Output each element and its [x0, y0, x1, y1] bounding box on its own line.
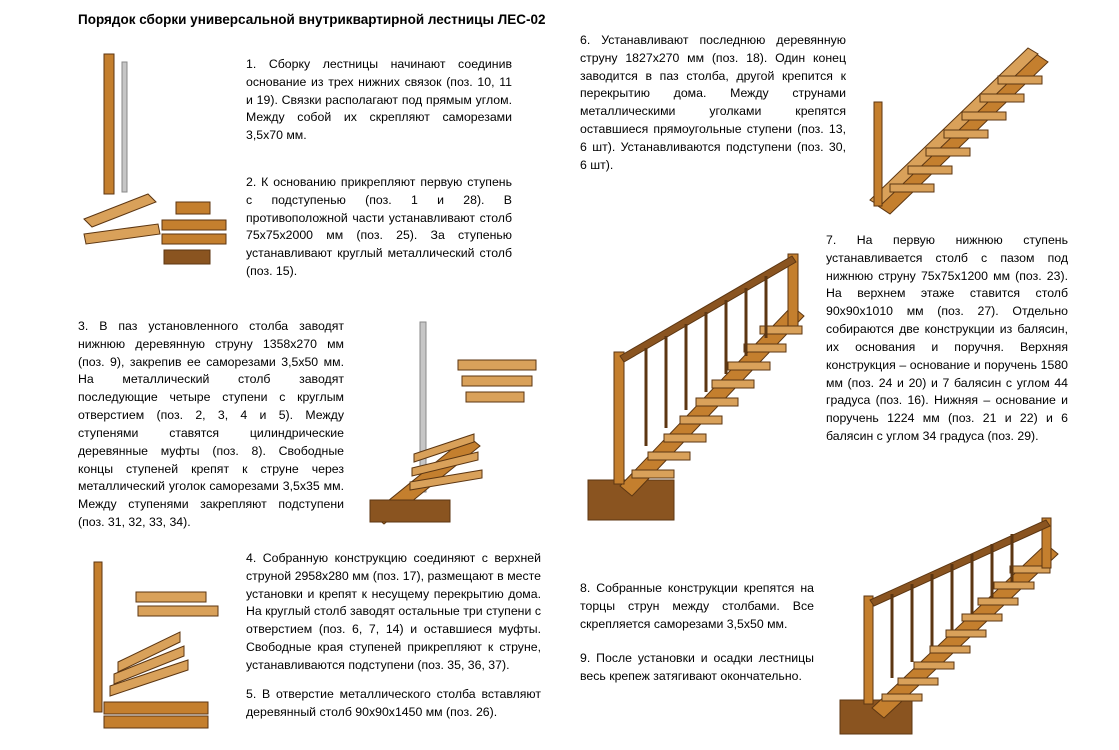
step-9-text: 9. После установки и осадки лестницы вес… [580, 650, 814, 686]
fig-step-4 [78, 556, 236, 738]
step-8-text: 8. Собранные конструкции крепятся на тор… [580, 580, 814, 633]
step-1-text: 1. Сборку лестницы начинают соединив осн… [246, 56, 512, 145]
fig-step-7 [580, 236, 812, 532]
step-4-text: 4. Собранную конструкцию соединяют с вер… [246, 550, 541, 675]
step-5-text: 5. В отверстие металлического столба вст… [246, 686, 541, 722]
step-6-text: 6. Устанавливают последнюю деревянную ст… [580, 32, 846, 175]
step-7-text: 7. На первую нижнюю ступень устанавливае… [826, 232, 1068, 446]
fig-step-3 [350, 318, 554, 528]
fig-step-1 [78, 44, 236, 274]
page-title: Порядок сборки универсальной внутрикварт… [78, 10, 598, 30]
fig-step-6 [866, 30, 1056, 218]
step-2-text: 2. К основанию прикрепляют первую ступен… [246, 174, 512, 281]
fig-step-8 [832, 510, 1068, 742]
step-3-text: 3. В паз установленного столба заводят н… [78, 318, 344, 532]
